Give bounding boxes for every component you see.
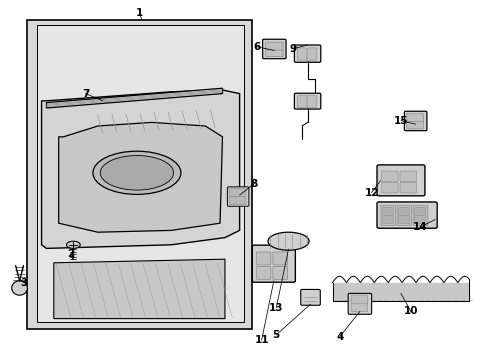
FancyBboxPatch shape [381, 183, 397, 193]
FancyBboxPatch shape [398, 207, 408, 215]
Ellipse shape [12, 281, 27, 295]
FancyBboxPatch shape [252, 245, 295, 282]
FancyBboxPatch shape [404, 111, 426, 131]
FancyBboxPatch shape [306, 48, 316, 60]
FancyBboxPatch shape [350, 295, 367, 304]
FancyBboxPatch shape [414, 216, 425, 224]
Text: 11: 11 [254, 335, 268, 345]
Polygon shape [59, 122, 222, 232]
FancyBboxPatch shape [414, 207, 425, 215]
Text: 13: 13 [268, 303, 283, 313]
Polygon shape [37, 25, 244, 322]
FancyBboxPatch shape [272, 252, 287, 265]
FancyBboxPatch shape [350, 303, 367, 312]
Text: 1: 1 [136, 8, 142, 18]
FancyBboxPatch shape [297, 96, 306, 107]
Text: 12: 12 [364, 188, 378, 198]
Text: 8: 8 [250, 179, 257, 189]
FancyBboxPatch shape [382, 216, 392, 224]
Polygon shape [46, 88, 222, 108]
Polygon shape [27, 20, 251, 329]
FancyBboxPatch shape [229, 189, 245, 197]
FancyBboxPatch shape [406, 121, 423, 129]
FancyBboxPatch shape [265, 50, 283, 57]
Text: 7: 7 [81, 89, 89, 99]
FancyBboxPatch shape [300, 289, 320, 305]
Text: 10: 10 [403, 306, 417, 316]
FancyBboxPatch shape [294, 93, 320, 109]
Text: 2: 2 [67, 249, 74, 259]
Text: 3: 3 [20, 278, 27, 288]
FancyBboxPatch shape [406, 114, 423, 122]
FancyBboxPatch shape [262, 39, 285, 59]
Polygon shape [41, 90, 239, 248]
FancyBboxPatch shape [396, 205, 411, 225]
FancyBboxPatch shape [382, 207, 392, 215]
Text: 15: 15 [393, 116, 407, 126]
FancyBboxPatch shape [227, 187, 248, 206]
FancyBboxPatch shape [380, 205, 395, 225]
FancyBboxPatch shape [412, 205, 427, 225]
FancyBboxPatch shape [297, 48, 306, 60]
Ellipse shape [267, 232, 308, 250]
FancyBboxPatch shape [229, 197, 245, 204]
FancyBboxPatch shape [376, 202, 436, 228]
FancyBboxPatch shape [256, 266, 270, 279]
FancyBboxPatch shape [347, 293, 371, 314]
FancyBboxPatch shape [294, 45, 320, 62]
Text: 5: 5 [272, 330, 279, 340]
FancyBboxPatch shape [306, 96, 316, 107]
FancyBboxPatch shape [399, 171, 416, 181]
FancyBboxPatch shape [399, 183, 416, 193]
FancyBboxPatch shape [376, 165, 424, 196]
Text: 14: 14 [412, 222, 427, 232]
Ellipse shape [66, 241, 80, 248]
FancyBboxPatch shape [381, 171, 397, 181]
FancyBboxPatch shape [398, 216, 408, 224]
FancyBboxPatch shape [256, 252, 270, 265]
Polygon shape [54, 259, 224, 319]
Text: 6: 6 [253, 42, 260, 52]
FancyBboxPatch shape [265, 42, 283, 50]
FancyBboxPatch shape [272, 266, 287, 279]
Text: 9: 9 [289, 44, 296, 54]
Text: 4: 4 [335, 332, 343, 342]
Ellipse shape [93, 151, 181, 194]
Ellipse shape [100, 156, 173, 190]
